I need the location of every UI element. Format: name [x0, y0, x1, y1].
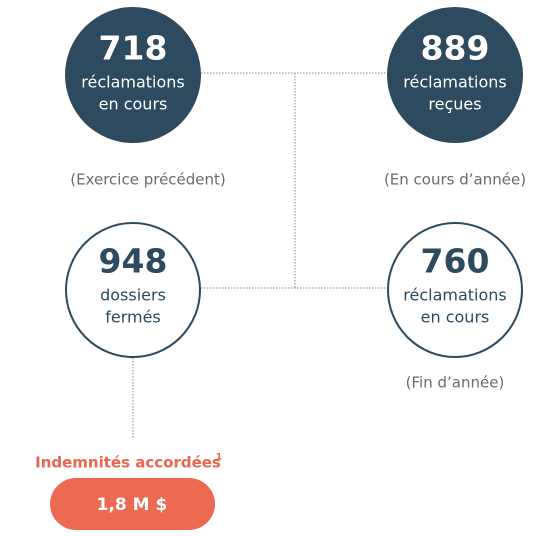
- node-label: réclamations: [403, 286, 507, 305]
- node-label: réclamations: [403, 73, 507, 92]
- node-number: 889: [421, 29, 490, 68]
- node-number: 718: [99, 29, 168, 68]
- node-number: 760: [421, 242, 490, 281]
- node-label: en cours: [99, 95, 168, 114]
- award-footnote: 1: [216, 453, 222, 463]
- award-amount: 1,8 M $: [97, 495, 168, 515]
- node-label: réclamations: [81, 73, 185, 92]
- node-label: reçues: [428, 95, 481, 114]
- node-caption: (Exercice précédent): [70, 171, 226, 189]
- node-circle: [65, 222, 201, 358]
- node-circle: [387, 222, 523, 358]
- award-title: Indemnités accordées: [35, 454, 221, 472]
- node-circle: [387, 7, 523, 143]
- connectors: [132, 72, 388, 438]
- node-label: en cours: [421, 308, 490, 327]
- node-label: fermés: [105, 308, 161, 327]
- award-pill: [50, 478, 215, 530]
- node-caption: (En cours d’année): [384, 171, 526, 189]
- node-circle: [65, 7, 201, 143]
- node-number: 948: [99, 242, 168, 281]
- node-label: dossiers: [100, 286, 166, 305]
- node-caption: (Fin d’année): [406, 374, 505, 392]
